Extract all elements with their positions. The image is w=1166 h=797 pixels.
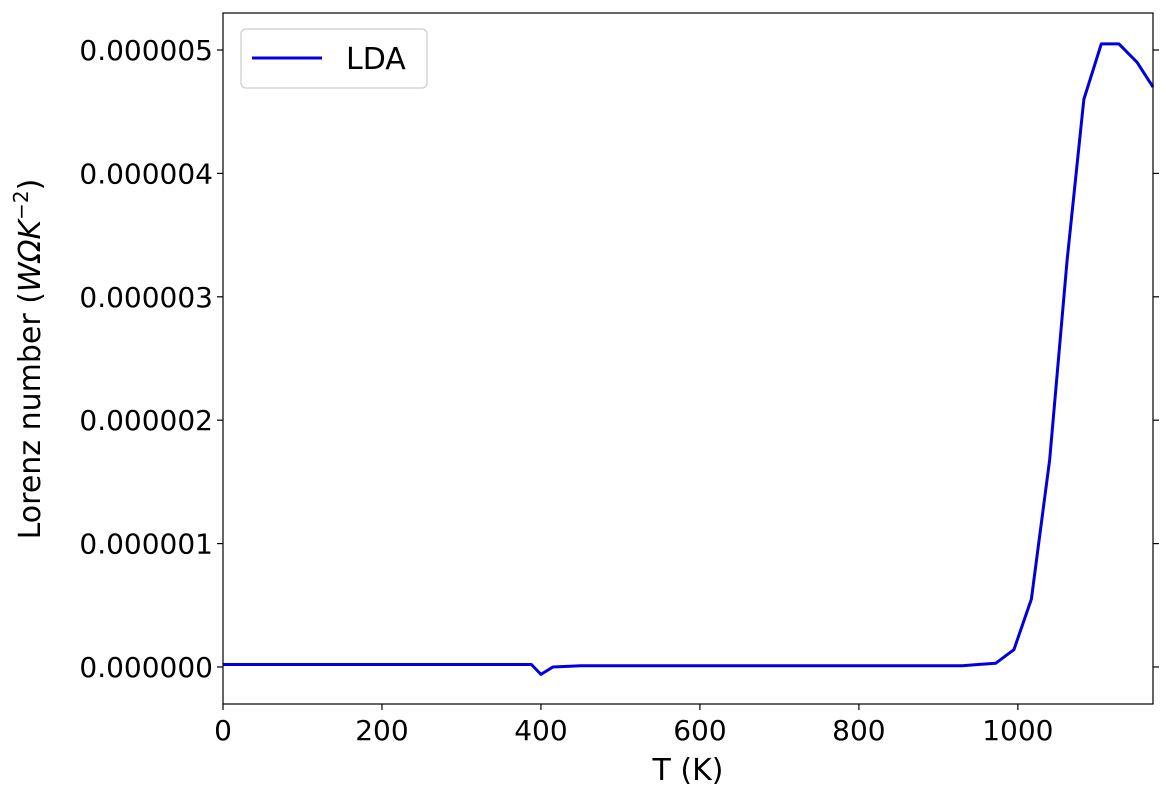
y-axis: 0.000000 0.000001 0.000002 0.000003 0.000004… (79, 34, 1159, 684)
y-axis-label-units: WΩK (13, 217, 48, 292)
x-tick-label: 400 (514, 714, 567, 747)
y-axis-label: Lorenz number (WΩK−2) (9, 179, 48, 540)
y-axis-label-main: Lorenz number ( (13, 292, 48, 539)
legend-label: LDA (346, 42, 406, 77)
y-axis-label-exponent: −2 (9, 190, 33, 219)
legend: LDA (240, 28, 428, 89)
legend-box (240, 28, 428, 89)
x-tick-label: 1000 (982, 714, 1053, 747)
y-tick-label: 0.000005 (79, 34, 213, 67)
x-tick-label: 800 (832, 714, 885, 747)
series-layer (223, 42, 1155, 676)
series-line-lda (223, 42, 1155, 676)
plot-background (223, 13, 1153, 704)
y-tick-label: 0.000000 (79, 651, 213, 684)
y-tick-label: 0.000003 (79, 281, 213, 314)
x-tick-label: 600 (673, 714, 726, 747)
x-tick-label: 200 (355, 714, 408, 747)
y-tick-label: 0.000004 (79, 157, 213, 190)
x-axis-label: T (K) (652, 753, 724, 788)
x-axis: 0 200 400 600 800 1000 (214, 704, 1054, 747)
y-tick-label: 0.000001 (79, 528, 213, 561)
plot-frame (222, 12, 1154, 705)
x-tick-label: 0 (214, 714, 232, 747)
y-axis-label-close: ) (13, 179, 48, 191)
y-tick-label: 0.000002 (79, 404, 213, 437)
